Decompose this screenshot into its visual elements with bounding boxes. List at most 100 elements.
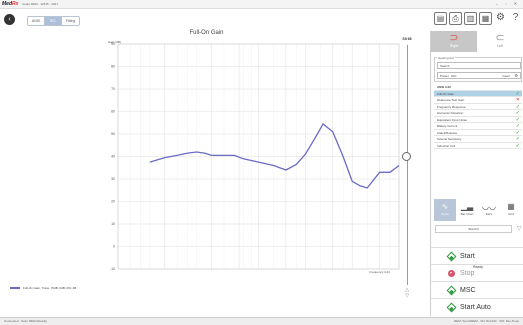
test-item[interactable]: Induction Coil ✓ bbox=[434, 142, 522, 149]
window-title: Avant REM · 12345 · 2021 bbox=[22, 2, 58, 6]
test-label: Equivalent Input Noise bbox=[437, 117, 468, 122]
test-list-header: ANSI 3.22 bbox=[434, 84, 522, 91]
test-label: Reference Test Gain bbox=[437, 98, 465, 102]
window-controls[interactable]: – ▫ ✕ bbox=[495, 1, 520, 6]
settings-icon[interactable]: ⚙ bbox=[496, 12, 505, 23]
right-toolbar: ▤ ⎙ ▥ ▦ ⚙ ? ⋮ bbox=[434, 12, 523, 25]
mode-curve[interactable]: ∿ Curve bbox=[434, 199, 456, 221]
status-right: REM: SoundREM · SN: Rx1234 · SW: Rev.Tem… bbox=[454, 319, 519, 323]
start-button[interactable]: Start bbox=[430, 247, 523, 264]
tab-right-ear[interactable]: ⊃ Right bbox=[431, 31, 477, 52]
tab-iec[interactable]: IEC bbox=[45, 17, 62, 25]
x-axis-label: Frequency (Hz) bbox=[369, 270, 390, 274]
right-ear-icon: ⊃ bbox=[449, 32, 459, 44]
title-bar: MedRx Avant REM · 12345 · 2021 – ▫ ✕ bbox=[0, 0, 523, 9]
msc-button[interactable]: MSC bbox=[430, 281, 523, 298]
test-label: Telecoil Sensitivity bbox=[437, 137, 462, 141]
start-fit-field[interactable]: Start Fit bbox=[435, 225, 512, 233]
slider-thumb[interactable] bbox=[402, 152, 411, 161]
test-item[interactable]: Frequency Response ✓ bbox=[434, 104, 522, 110]
gain-chart: Full-On Gain Gain (dB) -10 0 10 20 30 40 50 60 7… bbox=[4, 30, 409, 274]
start-auto-icon bbox=[446, 302, 457, 313]
level-slider[interactable]: SII 68 △ ▽ bbox=[399, 37, 415, 299]
app-logo: MedRx bbox=[2, 1, 19, 7]
chart-title: Full-On Gain bbox=[189, 30, 224, 36]
test-item[interactable]: Telecoil Sensitivity ✓ bbox=[434, 136, 522, 143]
hearing-aid-box: Hearing Aid Search Preset · RIC Insert ⚙ bbox=[434, 56, 522, 82]
legend-label: Full-On Gain, Trace: 70dB, 0dB, RIC 4B bbox=[23, 286, 77, 290]
y-tick-label: 70 bbox=[111, 87, 115, 91]
test-item[interactable]: Harmonic Distortion ✓ bbox=[434, 110, 522, 117]
ears-icon: ◡◡ bbox=[482, 202, 496, 211]
mode-bar-chart[interactable]: ▁▃ Bar Chart bbox=[456, 199, 478, 221]
fail-icon: ✕ bbox=[515, 97, 520, 103]
y-tick-label: 30 bbox=[111, 177, 115, 181]
y-tick-label: 20 bbox=[111, 200, 115, 204]
ear-label: Left bbox=[497, 44, 503, 48]
curve-icon: ∿ bbox=[441, 202, 449, 211]
y-tick-label: -10 bbox=[110, 267, 115, 270]
tab-fitting[interactable]: Fitting bbox=[62, 17, 79, 25]
tab-ansi[interactable]: ANSI bbox=[28, 17, 45, 25]
chart-legend: Full-On Gain, Trace: 70dB, 0dB, RIC 4B bbox=[10, 286, 76, 290]
ear-tabs: ⊃ Right ⊂ Left bbox=[431, 31, 523, 52]
test-item[interactable]: Battery Current ✓ bbox=[434, 123, 522, 130]
test-item[interactable]: Reference Test Gain ✕ bbox=[434, 97, 522, 104]
print-icon[interactable]: ⎙ bbox=[449, 12, 462, 25]
check-icon: ✓ bbox=[515, 90, 520, 97]
test-label: Full-On Gain bbox=[437, 91, 455, 96]
y-tick-label: 90 bbox=[111, 42, 115, 46]
check-icon: ✓ bbox=[515, 142, 520, 149]
right-panel: ⊃ Right ⊂ Left Hearing Aid Search Preset… bbox=[430, 31, 523, 316]
action-label: MSC bbox=[460, 286, 476, 294]
check-icon: ✓ bbox=[515, 129, 520, 136]
grid-icon: ▦ bbox=[507, 202, 515, 211]
hearing-aid-search[interactable]: Search bbox=[437, 62, 521, 69]
slider-value: SII 68 bbox=[402, 37, 412, 41]
slider-down-icon[interactable]: ▽ bbox=[405, 293, 409, 299]
test-item[interactable]: Full-On Gain ✓ bbox=[434, 90, 522, 97]
mode-label: Curve bbox=[440, 212, 449, 216]
mode-label: Bar Chart bbox=[460, 212, 474, 216]
report-icon[interactable]: ▥ bbox=[464, 12, 477, 25]
test-label: Harmonic Distortion bbox=[437, 111, 464, 115]
test-label: Induction Coil bbox=[437, 143, 456, 148]
action-label: Stop bbox=[460, 269, 475, 277]
start-auto-button[interactable]: Start Auto bbox=[430, 298, 523, 315]
status-left: Connected · Scan REM (Ready) bbox=[4, 319, 48, 323]
view-mode-row: ∿ Curve ▁▃ Bar Chart ◡◡ Ears ▦ Grid bbox=[434, 199, 522, 221]
export-icon[interactable]: ▦ bbox=[479, 12, 492, 25]
left-ear-icon: ⊂ bbox=[495, 32, 505, 44]
stop-button[interactable]: Stop bbox=[430, 264, 523, 281]
mode-grid[interactable]: ▦ Grid bbox=[500, 199, 522, 221]
preset-value: Preset · RIC bbox=[440, 74, 457, 78]
filter-icon[interactable]: ▽ bbox=[516, 226, 522, 232]
y-tick-label: 0 bbox=[113, 245, 115, 249]
series-line bbox=[149, 123, 400, 189]
test-item[interactable]: Attack/Release ✓ bbox=[434, 129, 522, 136]
slider-track[interactable] bbox=[406, 45, 408, 285]
slider-up-icon[interactable]: △ bbox=[405, 287, 409, 293]
y-axis-label: Gain (dB) bbox=[108, 40, 121, 44]
y-tick-label: 50 bbox=[111, 132, 115, 136]
help-icon[interactable]: ? bbox=[512, 12, 519, 23]
mode-ears[interactable]: ◡◡ Ears bbox=[478, 199, 500, 221]
hearing-aid-label: Hearing Aid bbox=[437, 56, 455, 60]
check-icon: ✓ bbox=[515, 123, 520, 129]
gear-icon[interactable]: ⚙ bbox=[514, 73, 518, 78]
test-label: Battery Current bbox=[437, 124, 458, 128]
save-icon[interactable]: ▤ bbox=[434, 12, 447, 25]
check-icon: ✓ bbox=[515, 116, 520, 123]
y-tick-label: 40 bbox=[111, 155, 115, 159]
test-item[interactable]: Equivalent Input Noise ✓ bbox=[434, 116, 522, 123]
y-tick-label: 10 bbox=[111, 222, 115, 226]
test-label: Frequency Response bbox=[437, 104, 466, 109]
status-text: Ready bbox=[472, 265, 484, 269]
start-icon bbox=[446, 251, 457, 262]
legend-swatch bbox=[10, 287, 20, 289]
tab-left-ear[interactable]: ⊂ Left bbox=[477, 31, 523, 52]
hearing-aid-preset[interactable]: Preset · RIC Insert ⚙ bbox=[437, 72, 521, 79]
y-tick-label: 80 bbox=[111, 65, 115, 69]
mode-label: Grid bbox=[508, 212, 514, 216]
back-arrow-icon[interactable]: ‹ bbox=[4, 14, 15, 25]
